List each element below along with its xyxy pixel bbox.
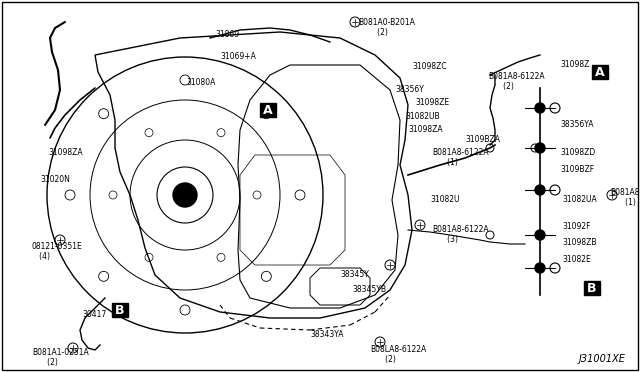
Circle shape — [535, 185, 545, 195]
Text: B: B — [115, 304, 125, 317]
Text: 38345YB: 38345YB — [352, 285, 386, 294]
Text: B081A0-B201A: B081A0-B201A — [358, 18, 415, 27]
FancyBboxPatch shape — [260, 103, 276, 117]
Circle shape — [535, 103, 545, 113]
Text: 38343YA: 38343YA — [310, 330, 344, 339]
Circle shape — [535, 263, 545, 273]
Text: 31082UA: 31082UA — [562, 195, 596, 204]
Text: 31082U: 31082U — [430, 195, 460, 204]
Text: 31098ZA: 31098ZA — [48, 148, 83, 157]
Text: 31069+A: 31069+A — [220, 52, 256, 61]
Text: 31082E: 31082E — [562, 255, 591, 264]
FancyBboxPatch shape — [112, 303, 128, 317]
Text: 31080A: 31080A — [186, 78, 216, 87]
Text: 31869: 31869 — [215, 30, 239, 39]
Text: (1): (1) — [440, 158, 458, 167]
Text: (3): (3) — [440, 235, 458, 244]
Circle shape — [535, 230, 545, 240]
Text: A: A — [263, 103, 273, 116]
Text: (4): (4) — [32, 252, 50, 261]
FancyBboxPatch shape — [584, 281, 600, 295]
Text: B081A8-6122A: B081A8-6122A — [432, 225, 488, 234]
Text: 08121-0351E: 08121-0351E — [32, 242, 83, 251]
Text: 3109BZF: 3109BZF — [560, 165, 594, 174]
Text: 38356YA: 38356YA — [560, 120, 593, 129]
Text: 31098Z: 31098Z — [560, 60, 589, 69]
Circle shape — [173, 183, 197, 207]
Text: 3109BZA: 3109BZA — [465, 135, 500, 144]
Text: 31098ZE: 31098ZE — [415, 98, 449, 107]
Text: (2): (2) — [40, 358, 58, 367]
Text: (1): (1) — [618, 198, 636, 207]
Text: B: B — [588, 282, 596, 295]
Text: 38356Y: 38356Y — [395, 85, 424, 94]
Text: (2): (2) — [496, 82, 514, 91]
Circle shape — [535, 143, 545, 153]
FancyBboxPatch shape — [592, 65, 608, 79]
Text: 31098ZC: 31098ZC — [412, 62, 447, 71]
Text: B081A1-0251A: B081A1-0251A — [32, 348, 89, 357]
Text: (2): (2) — [370, 28, 388, 37]
Text: 31082UB: 31082UB — [405, 112, 440, 121]
Text: B081A8-6122A: B081A8-6122A — [610, 188, 640, 197]
Text: B08LA8-6122A: B08LA8-6122A — [370, 345, 426, 354]
Text: 38345Y: 38345Y — [340, 270, 369, 279]
Text: A: A — [595, 65, 605, 78]
Text: 31098ZA: 31098ZA — [408, 125, 443, 134]
Text: (2): (2) — [378, 355, 396, 364]
Text: B081A8-6122A: B081A8-6122A — [488, 72, 545, 81]
Text: 31098ZB: 31098ZB — [562, 238, 596, 247]
Text: 30417: 30417 — [82, 310, 106, 319]
Text: 31098ZD: 31098ZD — [560, 148, 595, 157]
Text: 31020N: 31020N — [40, 175, 70, 184]
Text: J31001XE: J31001XE — [578, 354, 625, 364]
Text: B081A8-6122A: B081A8-6122A — [432, 148, 488, 157]
Text: 31092F: 31092F — [562, 222, 591, 231]
